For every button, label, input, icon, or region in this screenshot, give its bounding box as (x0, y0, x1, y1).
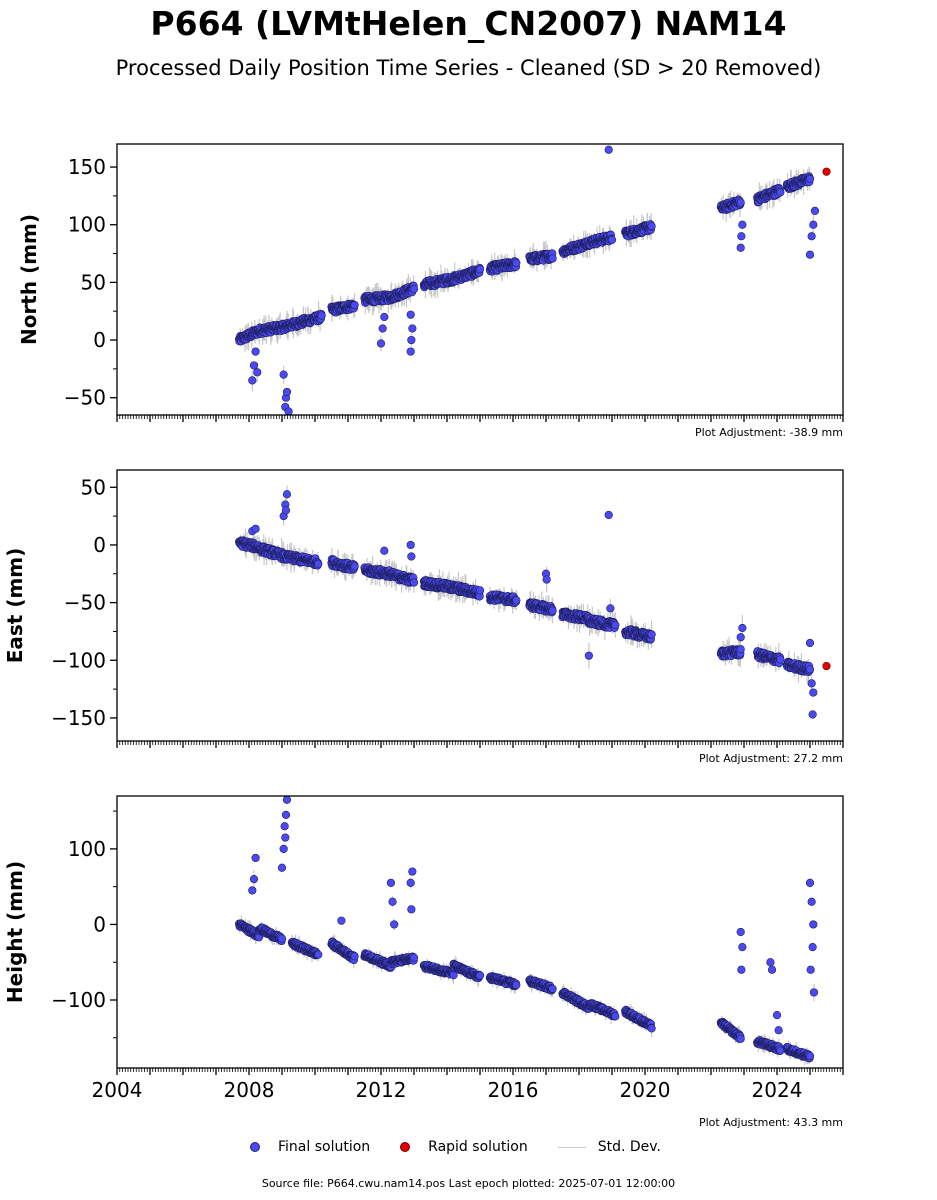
chart-subtitle: Processed Daily Position Time Series - C… (115, 56, 822, 80)
north-final-point (604, 145, 613, 154)
north-final-point (380, 312, 389, 322)
east-ytick-label: −50 (64, 591, 106, 615)
north-plot-adjustment: Plot Adjustment: -38.9 mm (695, 426, 843, 439)
east-final-point (407, 552, 416, 561)
height-final-point (548, 984, 557, 993)
east-final-point (808, 710, 817, 719)
north-final-point (284, 407, 293, 415)
east-ytick-label: 50 (81, 475, 106, 499)
north-final-point (409, 285, 419, 294)
height-final-point (277, 934, 287, 943)
east-final-point (281, 506, 291, 515)
east-points (235, 485, 831, 719)
north-final-point (350, 300, 359, 310)
north-final-point (475, 265, 485, 274)
north-final-point (809, 220, 818, 229)
north-final-point (406, 347, 415, 356)
north-final-point (738, 220, 747, 229)
east-final-point (776, 655, 785, 664)
north-final-point (805, 250, 815, 259)
east-ytick-label: −150 (51, 706, 106, 730)
height-final-point (475, 971, 485, 980)
north-final-point (810, 206, 820, 215)
north-final-point (406, 310, 415, 319)
east-final-point (604, 510, 613, 520)
east-final-point (736, 633, 745, 642)
height-final-point (736, 1034, 745, 1043)
east-final-point (409, 578, 419, 587)
east-ylabel: East (mm) (3, 548, 27, 664)
north-final-point (407, 335, 416, 345)
height-final-point (314, 950, 323, 959)
east-final-point (805, 638, 815, 648)
north-final-point (807, 232, 816, 241)
east-ytick-label: −100 (51, 648, 106, 672)
east-final-point (736, 645, 745, 654)
height-final-point (611, 1012, 620, 1021)
north-axes-frame (116, 143, 844, 416)
east-final-point (807, 679, 816, 688)
north-final-point (736, 243, 745, 252)
north-final-point (737, 232, 746, 241)
north-final-point (279, 370, 288, 379)
east-final-point (251, 524, 260, 533)
east-final-point (314, 559, 323, 568)
north-ytick-label: 150 (68, 155, 106, 179)
east-final-point (809, 688, 818, 697)
north-final-point (253, 368, 262, 377)
east-final-point (584, 651, 594, 660)
north-ytick-label: 0 (93, 328, 106, 352)
east-final-point (805, 665, 815, 674)
east-final-point (406, 540, 415, 550)
north-final-point (776, 188, 785, 197)
east-ytick-label: 0 (93, 533, 106, 557)
north-final-point (512, 258, 521, 268)
east-final-point (738, 623, 747, 633)
east-final-point (380, 546, 389, 555)
east-final-point (606, 604, 615, 613)
north-ytick-label: 50 (81, 270, 106, 294)
north-final-point (736, 198, 745, 207)
north-final-point (548, 254, 557, 263)
north-final-point (317, 311, 326, 320)
north-final-point (408, 324, 417, 333)
north-final-point (248, 376, 257, 385)
east-final-point (512, 596, 521, 605)
east-plot-adjustment: Plot Adjustment: 27.2 mm (699, 752, 843, 765)
east-final-point (282, 490, 292, 499)
east-axes-frame (116, 469, 844, 742)
north-points (235, 145, 831, 415)
east-rapid-point (822, 661, 831, 671)
east-final-point (611, 620, 620, 630)
height-final-point (647, 1024, 656, 1033)
north-rapid-point (822, 167, 831, 176)
north-final-point (249, 361, 259, 370)
north-final-point (607, 235, 617, 244)
east-final-point (542, 575, 551, 584)
north-final-point (282, 387, 292, 397)
north-final-point (376, 339, 386, 348)
north-final-point (378, 324, 387, 333)
east-final-point (350, 562, 359, 571)
east-final-point (647, 630, 656, 639)
north-final-point (647, 222, 656, 231)
chart-title: P664 (LVMtHelen_CN2007) NAM14 (150, 4, 787, 43)
north-ytick-label: 100 (68, 213, 106, 237)
north-ytick-label: −50 (64, 386, 106, 410)
north-final-point (805, 174, 815, 183)
height-final-point (409, 953, 419, 962)
height-points (235, 796, 819, 1066)
north-ylabel: North (mm) (17, 214, 41, 345)
east-final-point (548, 606, 557, 615)
east-final-point (475, 586, 485, 595)
height-final-point (350, 952, 359, 961)
north-final-point (251, 347, 260, 356)
height-final-point (512, 980, 521, 990)
